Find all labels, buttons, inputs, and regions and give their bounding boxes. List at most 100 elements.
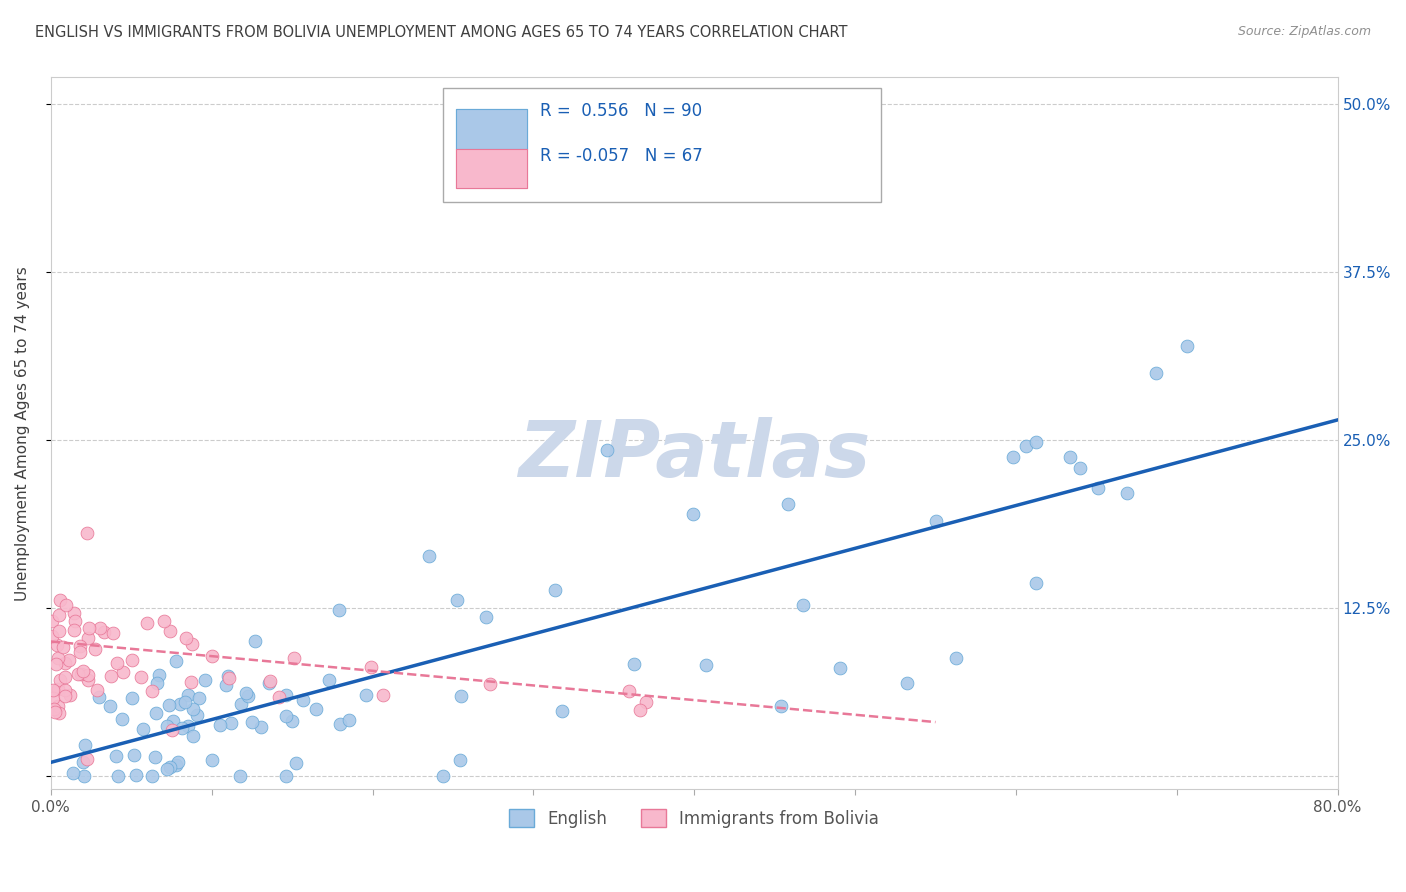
Point <box>58 653 80 667</box>
Point <box>432 769 454 783</box>
Point <box>159 624 181 638</box>
Point <box>329 717 352 731</box>
Point <box>176 631 198 645</box>
Point <box>235 686 257 700</box>
Point <box>59 688 82 702</box>
Point <box>446 593 468 607</box>
Point <box>337 714 360 728</box>
Point <box>896 675 918 690</box>
Point <box>617 683 640 698</box>
Point <box>55 657 77 671</box>
Point <box>595 443 617 458</box>
FancyBboxPatch shape <box>443 88 880 202</box>
Point <box>450 690 472 704</box>
Point <box>236 690 259 704</box>
Point <box>48 624 70 638</box>
Point <box>217 668 239 682</box>
Point <box>65 615 87 629</box>
Point <box>1144 367 1167 381</box>
Point <box>354 688 377 702</box>
Text: ZIPatlas: ZIPatlas <box>519 417 870 492</box>
Point <box>159 760 181 774</box>
Point <box>945 650 967 665</box>
Point <box>131 722 153 736</box>
Point <box>174 695 197 709</box>
Point <box>69 645 91 659</box>
Point <box>62 607 84 621</box>
Point <box>105 656 128 670</box>
Point <box>155 719 177 733</box>
Point <box>194 673 217 687</box>
Point <box>259 674 281 689</box>
Point <box>328 603 350 617</box>
Point <box>44 705 66 719</box>
Point <box>283 651 305 665</box>
Point <box>77 621 100 635</box>
Point <box>55 598 77 612</box>
Point <box>42 701 65 715</box>
Point <box>105 748 128 763</box>
Point <box>72 664 94 678</box>
Point <box>276 769 298 783</box>
Text: R = -0.057   N = 67: R = -0.057 N = 67 <box>540 147 703 165</box>
Point <box>145 676 167 690</box>
Point <box>162 714 184 728</box>
Point <box>449 752 471 766</box>
Point <box>551 704 574 718</box>
Point <box>1001 450 1024 465</box>
Point <box>188 690 211 705</box>
Point <box>87 690 110 704</box>
Point <box>121 653 143 667</box>
FancyBboxPatch shape <box>456 110 527 149</box>
Point <box>52 640 75 654</box>
Point <box>41 629 63 643</box>
Point <box>177 688 200 702</box>
Point <box>769 698 792 713</box>
Point <box>373 688 395 702</box>
Point <box>75 738 97 752</box>
Point <box>1087 481 1109 495</box>
Point <box>76 673 98 687</box>
Point <box>1059 450 1081 464</box>
Point <box>291 693 314 707</box>
Point <box>157 698 180 712</box>
Point <box>83 641 105 656</box>
Point <box>166 756 188 770</box>
Point <box>475 610 498 624</box>
Point <box>131 670 153 684</box>
Point <box>828 660 851 674</box>
Point <box>160 723 183 737</box>
Point <box>141 683 163 698</box>
Point <box>93 625 115 640</box>
Point <box>111 665 134 679</box>
Point <box>165 757 187 772</box>
Point <box>1025 576 1047 591</box>
Point <box>101 625 124 640</box>
Point <box>77 667 100 681</box>
Point <box>229 769 252 783</box>
Point <box>280 714 302 728</box>
Point <box>152 614 174 628</box>
Point <box>219 716 242 731</box>
Point <box>141 769 163 783</box>
Point <box>53 689 76 703</box>
Point <box>214 677 236 691</box>
Point <box>46 681 69 696</box>
Point <box>125 768 148 782</box>
Point <box>776 497 799 511</box>
Point <box>100 699 122 714</box>
Point <box>201 649 224 664</box>
Point <box>186 708 208 723</box>
Point <box>1025 434 1047 449</box>
FancyBboxPatch shape <box>456 149 527 187</box>
Point <box>41 615 63 629</box>
Point <box>76 752 98 766</box>
Point <box>156 762 179 776</box>
Point <box>304 702 326 716</box>
Point <box>218 671 240 685</box>
Point <box>76 525 98 540</box>
Point <box>72 755 94 769</box>
Point <box>276 688 298 702</box>
Point <box>148 667 170 681</box>
Text: R =  0.556   N = 90: R = 0.556 N = 90 <box>540 102 702 120</box>
